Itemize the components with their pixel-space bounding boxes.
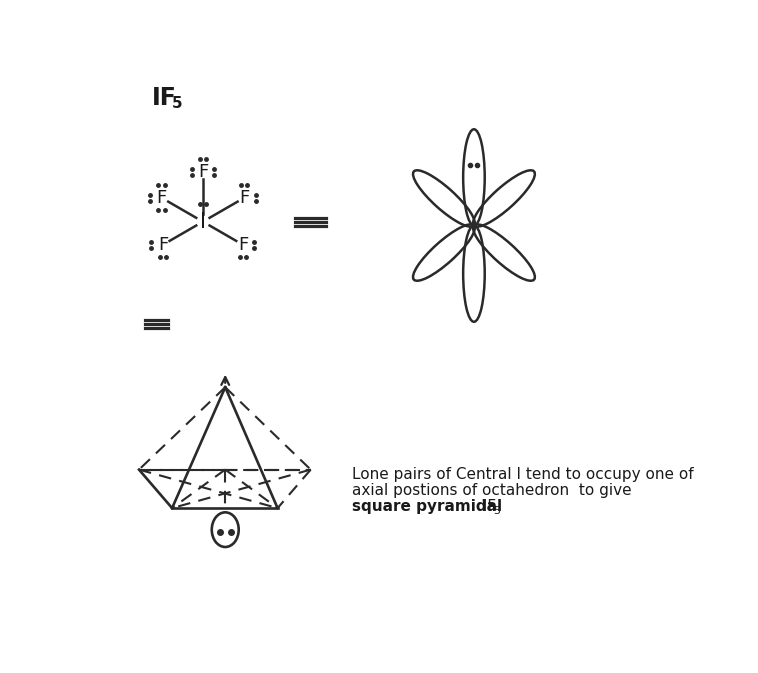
- Text: axial postions of octahedron  to give: axial postions of octahedron to give: [352, 483, 632, 498]
- Text: F: F: [238, 236, 248, 254]
- Text: square pyramidal: square pyramidal: [352, 499, 503, 514]
- Text: F: F: [158, 236, 168, 254]
- Text: IF: IF: [478, 499, 496, 514]
- Text: 5: 5: [171, 96, 182, 110]
- Text: F: F: [156, 189, 167, 207]
- Text: I: I: [200, 212, 206, 232]
- Text: 5: 5: [493, 506, 500, 516]
- Text: F: F: [239, 189, 249, 207]
- Text: F: F: [198, 163, 208, 180]
- Text: IF: IF: [152, 86, 177, 110]
- Text: Lone pairs of Central I tend to occupy one of: Lone pairs of Central I tend to occupy o…: [352, 467, 694, 482]
